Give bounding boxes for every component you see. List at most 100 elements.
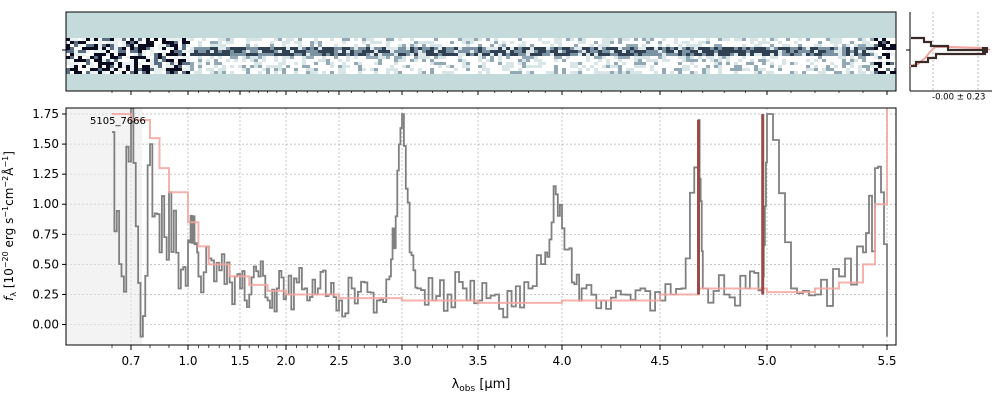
spectrum-2d-pixel [526,56,530,59]
spectrum-2d-pixel [422,53,426,56]
spectrum-2d-pixel [562,59,566,62]
spectrum-2d-pixel [510,59,514,62]
spectrum-2d-pixel [102,65,106,68]
spectrum-2d-pixel [702,56,706,59]
spectrum-2d-pixel [774,47,778,50]
spectrum-2d-pixel [578,53,582,56]
spectrum-2d-pixel [702,38,706,41]
spectrum-2d-pixel [194,44,198,47]
spectrum-2d-pixel [618,50,622,53]
spectrum-2d-pixel [422,68,426,71]
spectrum-2d-pixel [158,38,162,41]
spectrum-2d-pixel [746,68,750,71]
spectrum-2d-pixel [326,68,330,71]
spectrum-2d-pixel [802,41,806,44]
spectrum-2d-pixel [86,68,90,71]
spectrum-2d-pixel [726,47,730,50]
spectrum-2d-pixel [90,38,94,41]
spectrum-2d-pixel [722,62,726,65]
spectrum-2d-pixel [862,38,866,41]
spectrum-2d-pixel [882,53,886,56]
spectrum-2d-pixel [618,47,622,50]
spectrum-2d-pixel [98,71,102,74]
spectrum-2d-pixel [334,44,338,47]
spectrum-2d-pixel [286,62,290,65]
spectrum-2d-pixel [486,68,490,71]
spectrum-2d-pixel [710,47,714,50]
spectrum-2d-pixel [454,53,458,56]
spectrum-2d-pixel [98,44,102,47]
spectrum-2d-pixel [198,59,202,62]
spectrum-2d-pixel [470,44,474,47]
spectrum-2d-pixel [254,65,258,68]
spectrum-2d-pixel [358,50,362,53]
spectrum-2d-pixel [274,59,278,62]
spectrum-2d-pixel [638,53,642,56]
spectrum-2d-pixel [250,65,254,68]
spectrum-2d-pixel [662,56,666,59]
spectrum-2d-pixel [206,50,210,53]
spectrum-2d-pixel [278,38,282,41]
spectrum-2d-pixel [282,41,286,44]
spectrum-2d-pixel [682,71,686,74]
spectrum-2d-pixel [518,71,522,74]
spectrum-2d-pixel [750,65,754,68]
spectrum-2d-pixel [626,68,630,71]
spectrum-2d-pixel [242,38,246,41]
spectrum-2d-pixel [378,59,382,62]
spectrum-2d-pixel [398,41,402,44]
spectrum-2d-pixel [282,53,286,56]
spectrum-2d-pixel [290,62,294,65]
spectrum-2d-pixel [602,65,606,68]
spectrum-2d-pixel [362,47,366,50]
spectrum-2d-pixel [270,50,274,53]
spectrum-2d-pixel [506,44,510,47]
spectrum-2d-pixel [746,41,750,44]
spectrum-2d-pixel [246,41,250,44]
spectrum-2d-pixel [850,59,854,62]
spectrum-2d-pixel [558,56,562,59]
histogram-steps [911,36,987,68]
spectrum-2d-pixel [422,50,426,53]
spectrum-2d-pixel [94,56,98,59]
spectrum-2d-pixel [150,56,154,59]
spectrum-2d-pixel [742,68,746,71]
spectrum-2d-pixel [130,71,134,74]
spectrum-2d-pixel [138,68,142,71]
spectrum-2d-pixel [566,71,570,74]
spectrum-2d-pixel [510,44,514,47]
spectrum-2d-pixel [450,38,454,41]
spectrum-2d-pixel [102,47,106,50]
spectrum-2d-pixel [450,53,454,56]
spectrum-2d-pixel [118,53,122,56]
spectrum-2d-pixel [190,71,194,74]
spectrum-2d-pixel [650,47,654,50]
spectrum-2d-pixel [770,41,774,44]
spectrum-2d-pixel [718,56,722,59]
y-tick-label-0: 0.00 [32,318,59,332]
spectrum-2d-pixel [502,44,506,47]
spectrum-2d-pixel [786,71,790,74]
spectrum-2d-pixel [570,50,574,53]
spectrum-2d-pixel [450,59,454,62]
spectrum-2d-pixel [422,38,426,41]
spectrum-2d-pixel [826,68,830,71]
spectrum-2d-pixel [594,47,598,50]
spectrum-2d-pixel [418,38,422,41]
spectrum-2d-pixel [250,62,254,65]
spectrum-1d-panel: 0.000.250.500.751.001.251.501.75 0.7 1.0 1… [32,107,896,368]
spectrum-2d-pixel [470,47,474,50]
spectrum-2d-pixel [510,41,514,44]
spectrum-2d-pixel [342,65,346,68]
spectrum-2d-pixel [458,68,462,71]
spectrum-2d-pixel [538,47,542,50]
spectrum-2d-pixel [758,71,762,74]
spectrum-2d-pixel [798,47,802,50]
spectrum-2d-pixel [818,50,822,53]
spectrum-2d-pixel [694,56,698,59]
spectrum-2d-pixel [586,38,590,41]
spectrum-2d-pixel [466,62,470,65]
spectrum-2d-pixel [658,59,662,62]
spectrum-2d-pixel [818,62,822,65]
spectrum-2d-pixel [486,44,490,47]
